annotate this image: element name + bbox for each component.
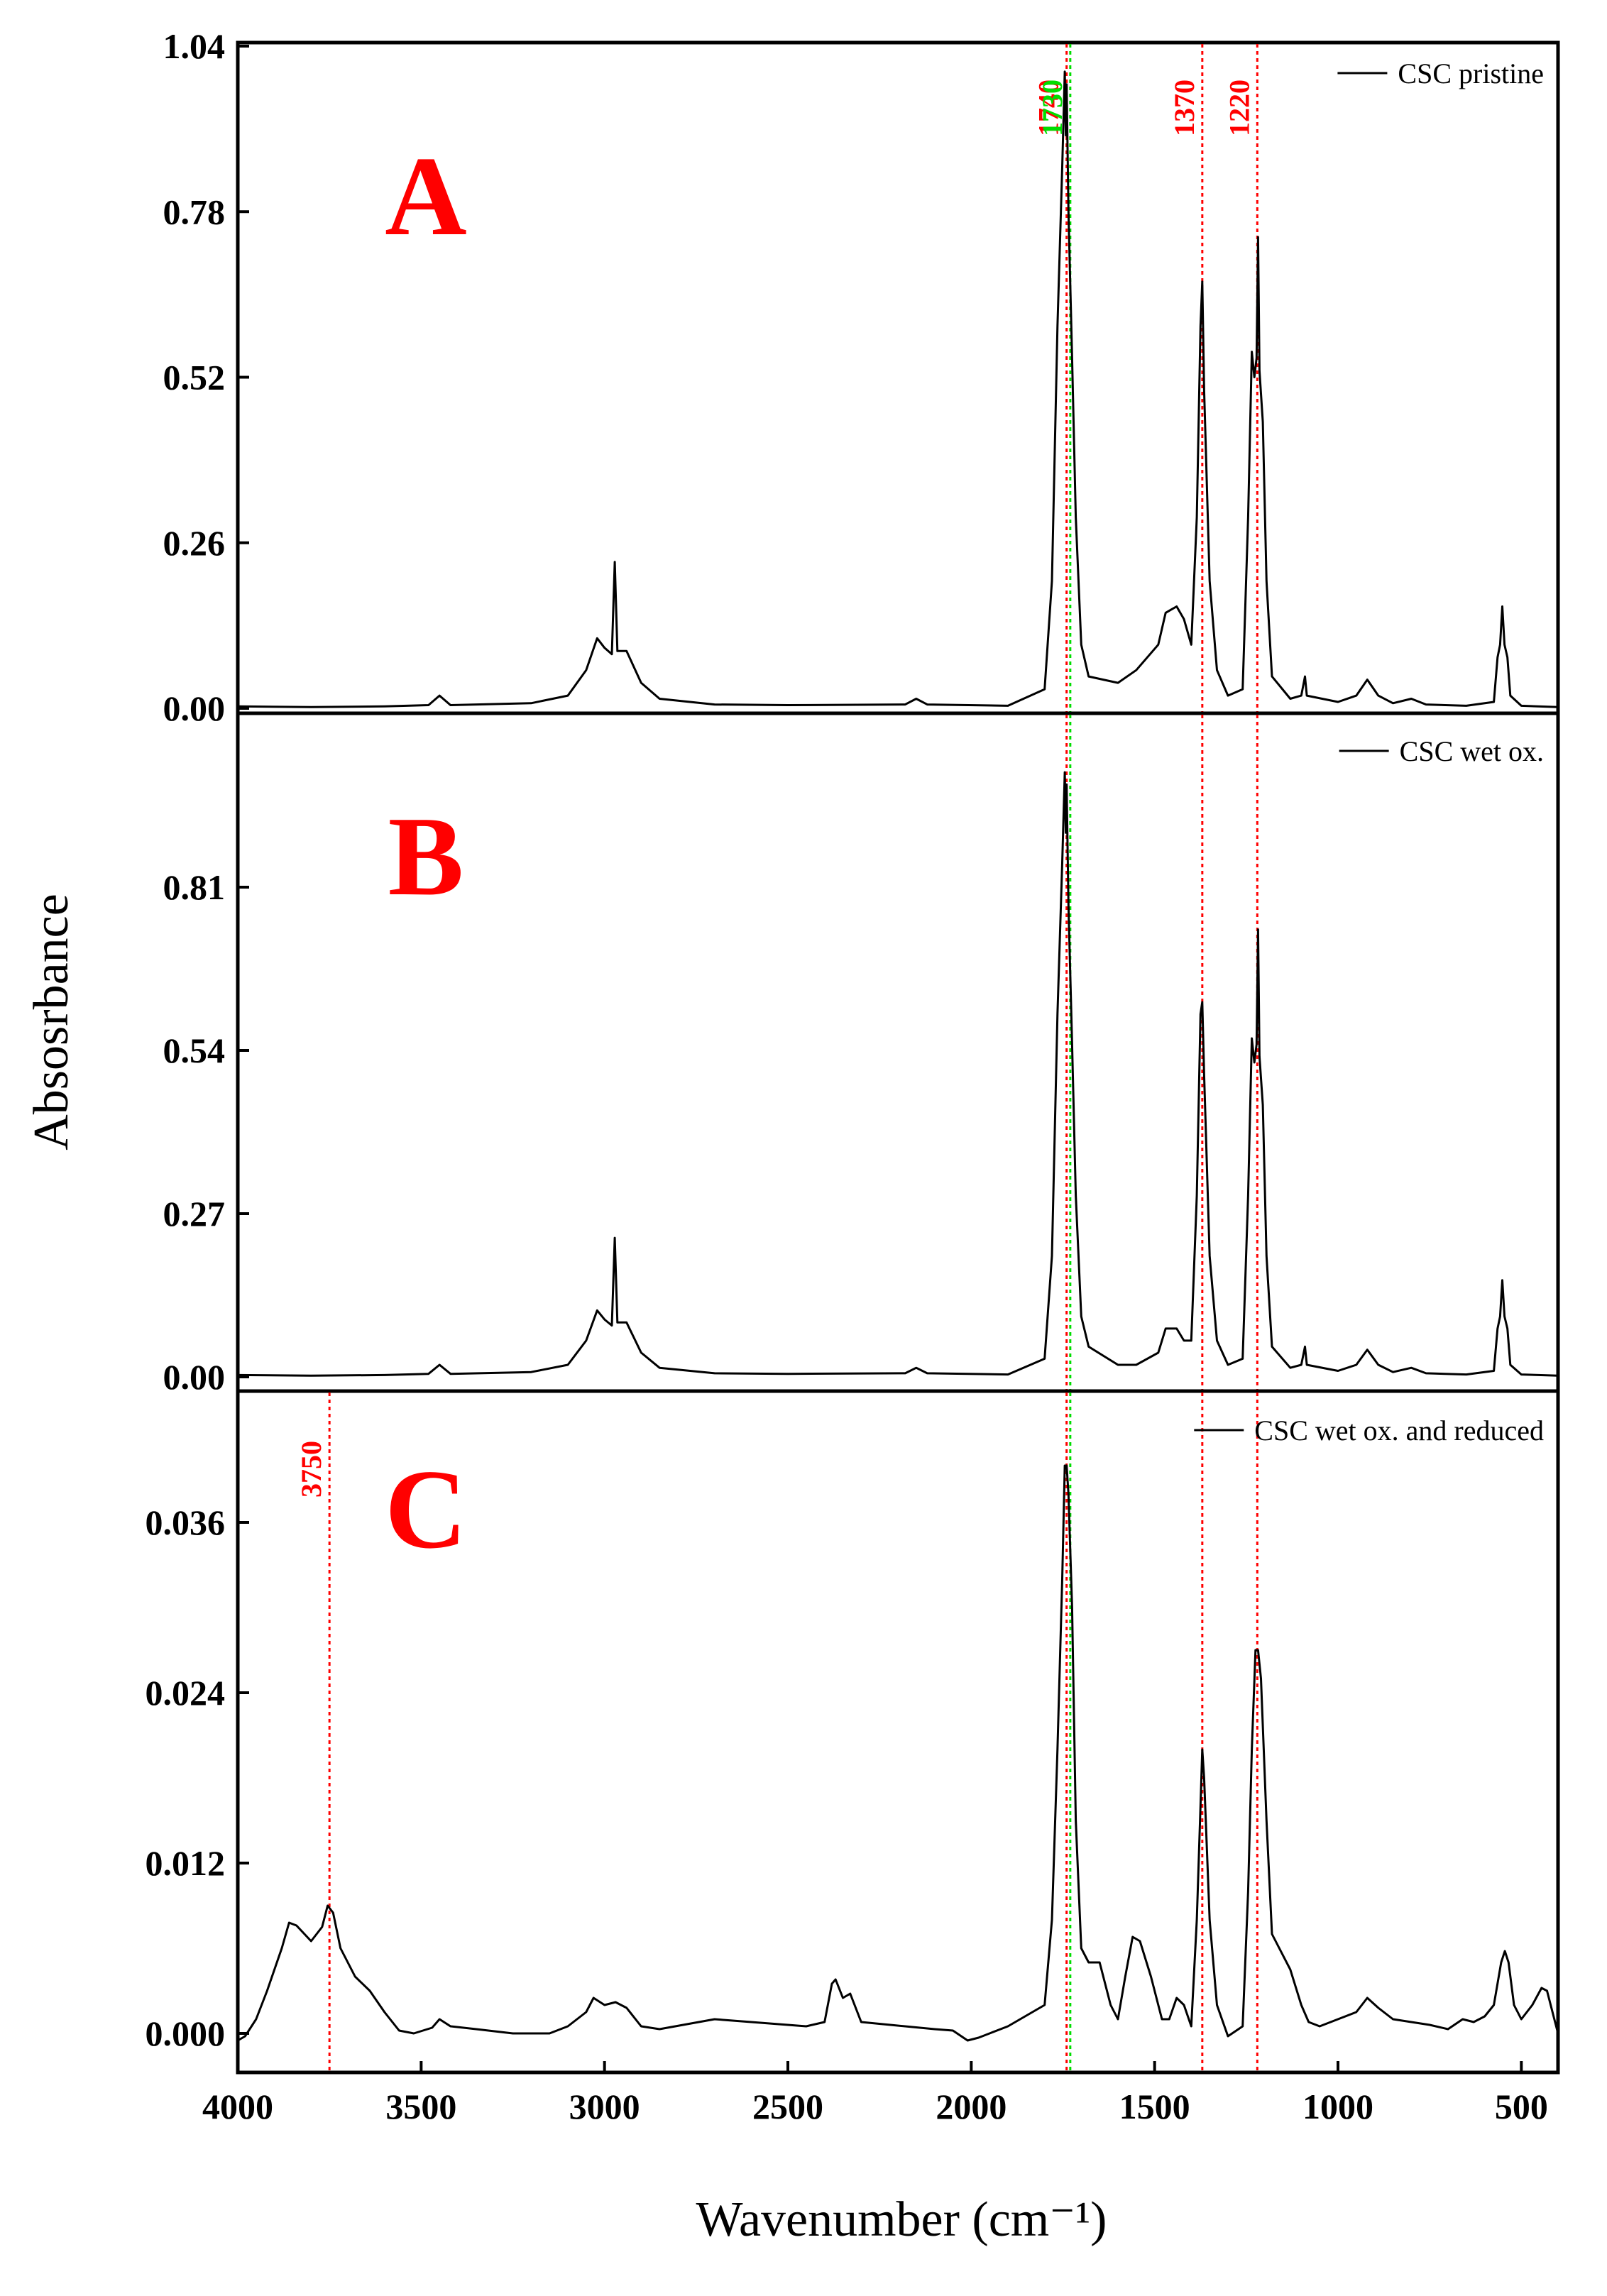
y-tick-label: 0.26 bbox=[163, 523, 226, 563]
x-tick-label: 3000 bbox=[569, 2087, 640, 2126]
panel-letter: B bbox=[388, 793, 464, 919]
x-tick-label: 3500 bbox=[385, 2087, 456, 2126]
x-tick-label: 2500 bbox=[752, 2087, 823, 2126]
y-tick-label: 1.04 bbox=[163, 26, 226, 66]
y-tick-label: 0.52 bbox=[163, 358, 226, 397]
peak-label-1740: 1740 bbox=[1033, 79, 1065, 136]
y-tick-label: 0.00 bbox=[163, 688, 226, 728]
y-tick-label: 0.27 bbox=[163, 1194, 226, 1234]
x-tick-label: 1500 bbox=[1119, 2087, 1190, 2126]
x-tick-label: 500 bbox=[1495, 2087, 1548, 2126]
peak-label-1220: 1220 bbox=[1223, 79, 1255, 136]
spectrum-line-c bbox=[237, 1464, 1559, 2042]
spectrum-line-b bbox=[237, 771, 1559, 1377]
legend-label: CSC pristine bbox=[1398, 57, 1544, 89]
y-tick-label: 0.000 bbox=[146, 2014, 226, 2053]
y-tick-label: 0.78 bbox=[163, 192, 226, 231]
y-tick-label: 0.81 bbox=[163, 867, 226, 907]
peak-label-1370: 1370 bbox=[1168, 79, 1200, 136]
x-tick-label: 1000 bbox=[1302, 2087, 1373, 2126]
panel-letter: C bbox=[385, 1446, 467, 1572]
panel-letter: A bbox=[385, 133, 467, 259]
panel-b: 0.00 0.27 0.54 0.81 B CSC wet ox. bbox=[163, 711, 1560, 1397]
legend-label: CSC wet ox. and reduced bbox=[1254, 1415, 1544, 1446]
x-axis-title: Wavenumber (cm⁻¹) bbox=[696, 2192, 1107, 2247]
panels-layer: 0.00 0.26 0.52 0.78 1.04 A CSC pristine 0.00 0.2… bbox=[146, 26, 1560, 2075]
y-tick-label: 0.012 bbox=[146, 1843, 226, 1883]
y-tick-label: 0.54 bbox=[163, 1031, 226, 1070]
x-tick-label: 4000 bbox=[202, 2087, 273, 2126]
x-tick-label: 2000 bbox=[936, 2087, 1007, 2126]
peak-label-1730: 1730 bbox=[1036, 79, 1068, 136]
peak-label-3750: 3750 bbox=[295, 1441, 327, 1498]
panel-a: 0.00 0.26 0.52 0.78 1.04 A CSC pristine bbox=[163, 26, 1560, 728]
y-axis-title: Absosrbance bbox=[24, 894, 79, 1150]
legend-label: CSC wet ox. bbox=[1400, 735, 1544, 767]
panel-frame bbox=[236, 1389, 1560, 2075]
panel-c: 0.000 0.012 0.024 0.036 C CSC wet ox. and red… bbox=[146, 1389, 1560, 2075]
x-axis: 4000 3500 3000 2500 2000 1500 1000 500 bbox=[202, 2061, 1548, 2126]
spectrum-line-a bbox=[237, 70, 1559, 708]
y-tick-label: 0.024 bbox=[146, 1673, 226, 1713]
y-tick-label: 0.00 bbox=[163, 1357, 226, 1397]
y-tick-label: 0.036 bbox=[146, 1503, 226, 1542]
